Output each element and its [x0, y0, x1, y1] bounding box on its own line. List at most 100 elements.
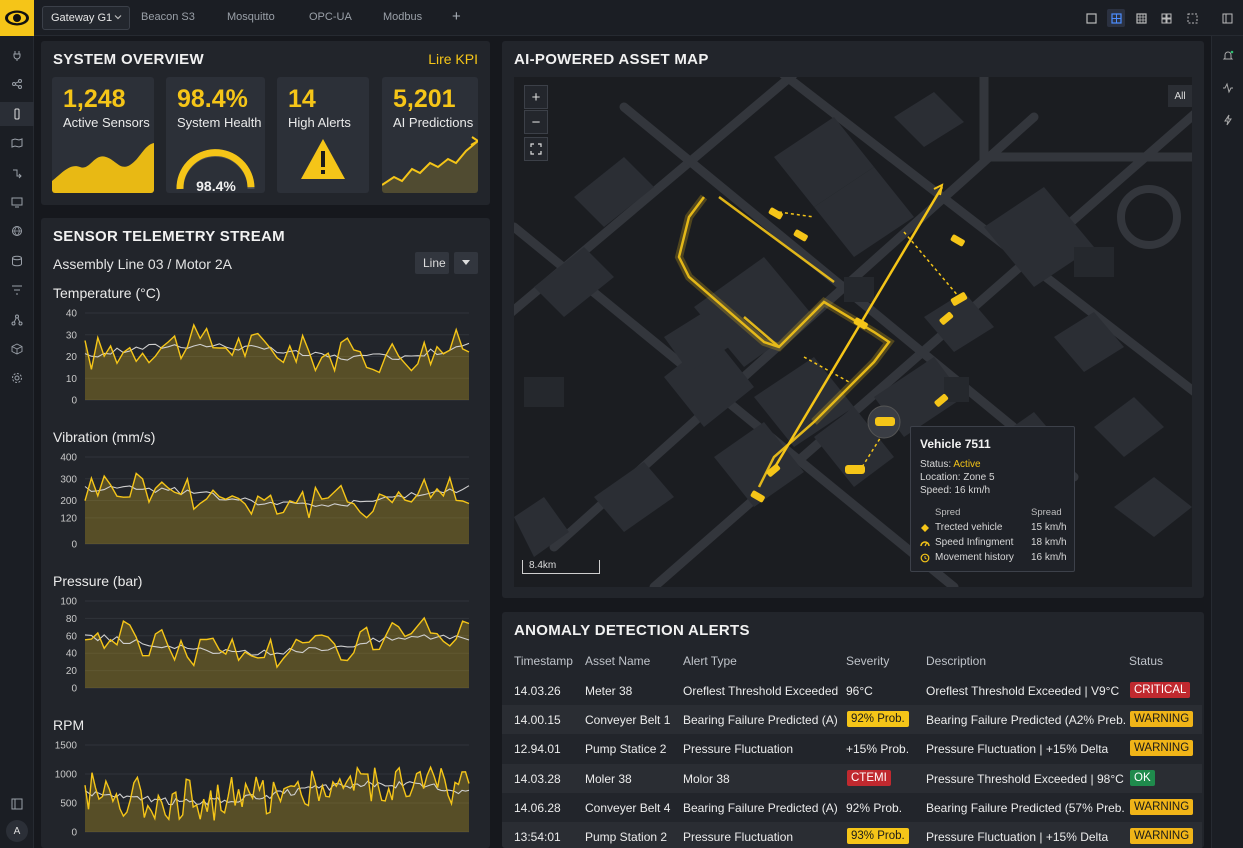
cell-asset-name: Meter 38	[585, 684, 633, 698]
tab-opc-ua[interactable]: OPC-UA	[309, 11, 352, 23]
table-row[interactable]: 13:54:01 Pump Station 2 Pressure Fluctuati…	[502, 822, 1202, 848]
y-tick-label: 20	[66, 666, 78, 677]
anomaly-alerts-panel: ANOMALY DETECTION ALERTS Timestamp Asset…	[502, 612, 1204, 848]
col-status[interactable]: Status	[1129, 654, 1164, 668]
map-scale-bar: 8.4km	[522, 560, 600, 574]
flow-icon[interactable]	[0, 161, 34, 185]
left-sidebar: A	[0, 36, 34, 848]
bell-icon[interactable]	[1212, 44, 1243, 68]
device-icon[interactable]	[0, 101, 34, 126]
y-tick-label: 80	[66, 614, 78, 625]
rpm-chart: 1500 1000 500 0	[55, 741, 470, 837]
speed-icon	[920, 540, 930, 546]
gauge-value: 98.4%	[196, 178, 236, 193]
zoom-in-button[interactable]: +	[524, 85, 548, 109]
tab-mosquitto[interactable]: Mosquitto	[227, 11, 275, 23]
layout-single-icon[interactable]	[1082, 9, 1100, 27]
share-icon[interactable]	[0, 72, 34, 96]
y-tick-label: 300	[60, 474, 77, 485]
vehicle-popup: Vehicle 7511 Status: Active Location: Zo…	[910, 426, 1075, 572]
popup-row-label: Speed Infingment	[935, 537, 1014, 548]
kpi-card-high-alerts[interactable]: 14 High Alerts	[277, 77, 369, 193]
package-icon[interactable]	[0, 337, 34, 361]
kpi-label: Active Sensors	[63, 115, 150, 130]
settings-icon[interactable]	[0, 366, 34, 390]
status-value: Active	[953, 459, 981, 470]
avatar[interactable]: A	[6, 820, 28, 842]
cell-alert-type: Molor 38	[683, 771, 730, 786]
y-tick-label: 120	[60, 513, 77, 524]
tab-modbus[interactable]: Modbus	[383, 11, 423, 23]
popup-row[interactable]: Speed Infingment	[920, 537, 1013, 548]
table-row[interactable]: 14.06.28 Conveyer Belt 4 Bearing Failure P…	[502, 793, 1202, 822]
popup-row[interactable]: Trected vehicle	[920, 522, 1002, 533]
temperature-chart-label: Temperature (°C)	[53, 285, 161, 301]
cell-asset-name: Conveyer Belt 1	[585, 713, 671, 728]
layout-table-icon[interactable]	[1132, 9, 1150, 27]
cell-timestamp: 14.03.26	[514, 684, 561, 698]
map-icon[interactable]	[0, 131, 34, 155]
asset-map[interactable]: + − All 8.4km Vehicle 7511 Status: Activ…	[514, 77, 1192, 587]
popup-row[interactable]: Movement history	[920, 552, 1014, 563]
map-filter-all-button[interactable]: All	[1168, 85, 1192, 107]
app-logo[interactable]	[0, 0, 34, 36]
layout-grid-icon[interactable]	[1107, 9, 1125, 27]
storage-icon[interactable]	[0, 249, 34, 273]
severity-badge: 92% Prob.	[847, 711, 909, 728]
cell-timestamp: 12.94.01	[514, 742, 561, 757]
zoom-out-button[interactable]: −	[524, 110, 548, 134]
cell-description: Bearing Failure Predicted (A2% Preb.	[926, 713, 1127, 728]
cell-asset-name: Moler 38	[585, 771, 632, 786]
col-asset-name[interactable]: Asset Name	[585, 654, 651, 668]
cell-timestamp: 14.00.15	[514, 713, 561, 728]
table-row[interactable]: 14.03.26 Meter 38 Oreflest Threshold Excee…	[502, 676, 1202, 705]
pressure-chart: 100 80 60 40 20 0	[60, 597, 470, 693]
col-timestamp[interactable]: Timestamp	[514, 654, 573, 668]
col-description[interactable]: Description	[926, 654, 987, 668]
plug-icon[interactable]	[0, 43, 34, 67]
globe-icon[interactable]	[0, 219, 34, 243]
status-key: Status:	[920, 459, 952, 470]
chart-type-dropdown-button[interactable]	[454, 252, 478, 274]
collapse-sidebar-icon[interactable]	[0, 792, 34, 816]
y-tick-label: 60	[66, 631, 78, 642]
table-row[interactable]: 14.03.28 Moler 38 Molor 38 CTEMI Pressure Th…	[502, 763, 1202, 793]
gateway-select-label: Gateway G1	[51, 12, 113, 24]
automation-icon[interactable]	[1212, 108, 1243, 132]
layout-tiles-icon[interactable]	[1157, 9, 1175, 27]
gateway-select[interactable]: Gateway G1	[42, 6, 130, 30]
cell-description: Pressure Fluctuation | +15% Delta	[926, 742, 1109, 757]
tab-beacon-s3[interactable]: Beacon S3	[141, 11, 195, 23]
col-severity[interactable]: Severity	[846, 654, 890, 668]
kpi-link[interactable]: Lire KPI	[428, 51, 478, 67]
top-bar: Gateway G1 Beacon S3 Mosquitto OPC-UA Mo…	[34, 0, 1243, 36]
col-alert-type[interactable]: Alert Type	[683, 654, 737, 668]
system-overview-title: SYSTEM OVERVIEW	[53, 51, 204, 68]
telemetry-title: SENSOR TELEMETRY STREAM	[53, 228, 285, 245]
kpi-card-system-health[interactable]: 98.4% System Health 98.4%	[166, 77, 265, 193]
panel-toggle-icon[interactable]	[1218, 9, 1236, 27]
fullscreen-icon[interactable]	[1183, 9, 1201, 27]
status-badge: WARNING	[1130, 798, 1194, 815]
nodes-icon[interactable]	[0, 308, 34, 332]
cell-description: Oreflest Threshold Exceeded | V9°C	[926, 684, 1120, 698]
filter-icon[interactable]	[0, 278, 34, 302]
monitor-icon[interactable]	[0, 190, 34, 214]
activity-icon[interactable]	[1212, 76, 1243, 100]
table-row[interactable]: 14.00.15 Conveyer Belt 1 Bearing Failure P…	[502, 705, 1202, 735]
y-tick-label: 40	[66, 309, 78, 320]
table-row[interactable]: 12.94.01 Pump Statice 2 Pressure Fluctuati…	[502, 734, 1202, 763]
chart-type-select[interactable]: Line	[415, 252, 449, 274]
add-tab-button[interactable]: +	[452, 8, 461, 25]
y-tick-label: 30	[66, 330, 78, 341]
cell-alert-type: Pressure Fluctuation	[683, 742, 794, 757]
kpi-card-ai-predictions[interactable]: 5,201 AI Predictions	[382, 77, 478, 193]
y-tick-label: 1000	[55, 770, 78, 781]
map-canvas	[514, 77, 1192, 587]
chevron-down-icon	[114, 15, 122, 20]
fit-bounds-button[interactable]	[524, 137, 548, 161]
kpi-card-active-sensors[interactable]: 1,248 Active Sensors	[52, 77, 154, 193]
expand-icon	[530, 143, 542, 155]
cell-alert-type: Oreflest Threshold Exceeded	[683, 684, 839, 698]
vibration-chart-label: Vibration (mm/s)	[53, 429, 156, 445]
